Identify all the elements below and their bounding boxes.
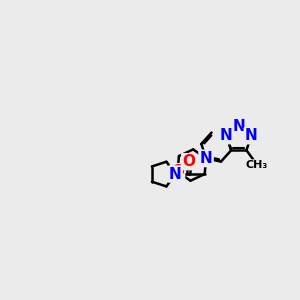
Text: N: N	[220, 128, 233, 143]
Text: N: N	[245, 128, 257, 143]
Text: CH₃: CH₃	[246, 160, 268, 170]
Text: O: O	[171, 164, 184, 179]
Text: N: N	[232, 119, 245, 134]
Text: N: N	[169, 167, 182, 182]
Text: N: N	[200, 151, 212, 166]
Text: N: N	[200, 151, 212, 166]
Text: O: O	[182, 154, 195, 169]
